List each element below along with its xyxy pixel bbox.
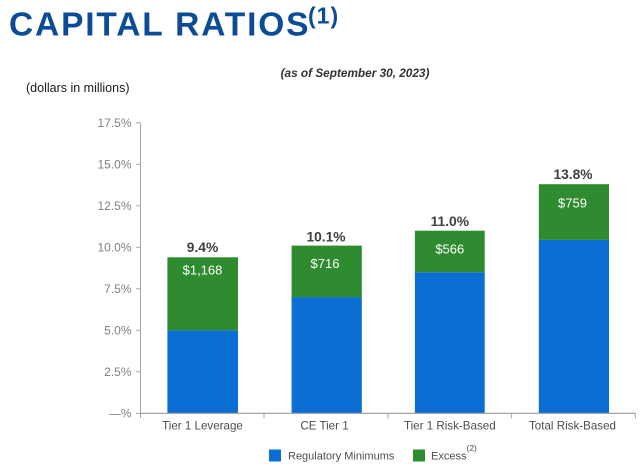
svg-text:(2): (2) [467, 443, 478, 453]
svg-text:7.5%: 7.5% [104, 282, 132, 296]
svg-text:$716: $716 [311, 256, 340, 271]
svg-text:2.5%: 2.5% [104, 365, 132, 379]
svg-text:12.5%: 12.5% [97, 199, 131, 213]
svg-text:(dollars in millions): (dollars in millions) [26, 81, 130, 95]
svg-text:Regulatory Minimums: Regulatory Minimums [288, 451, 395, 463]
svg-text:CAPITAL RATIOS: CAPITAL RATIOS [9, 7, 310, 44]
svg-text:9.4%: 9.4% [187, 240, 218, 255]
svg-text:(1): (1) [308, 3, 339, 29]
svg-text:15.0%: 15.0% [97, 157, 131, 171]
svg-text:$759: $759 [558, 196, 587, 211]
svg-text:(as of September 30, 2023): (as of September 30, 2023) [281, 66, 430, 80]
svg-text:13.8%: 13.8% [553, 167, 592, 182]
svg-text:11.0%: 11.0% [431, 214, 469, 229]
svg-text:Tier 1 Risk-Based: Tier 1 Risk-Based [404, 420, 496, 433]
svg-text:17.5%: 17.5% [97, 116, 131, 130]
svg-text:Tier 1 Leverage: Tier 1 Leverage [162, 420, 243, 433]
svg-text:Excess: Excess [431, 451, 467, 463]
svg-text:Total Risk-Based: Total Risk-Based [529, 420, 616, 433]
svg-text:CE Tier 1: CE Tier 1 [300, 420, 348, 433]
svg-text:5.0%: 5.0% [104, 323, 132, 337]
svg-text:$1,168: $1,168 [183, 262, 223, 277]
svg-text:10.1%: 10.1% [306, 229, 345, 244]
svg-text:$566: $566 [435, 242, 464, 257]
svg-text:10.0%: 10.0% [97, 240, 131, 254]
svg-text:—%: —% [109, 406, 132, 420]
